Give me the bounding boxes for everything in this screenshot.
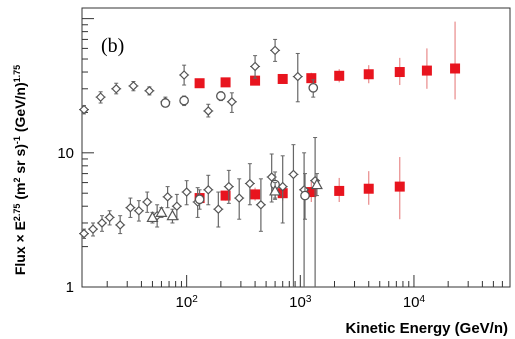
data-point-circle: [160, 98, 171, 108]
data-point-triangle: [310, 178, 323, 190]
x-tick-label: 104: [403, 294, 426, 312]
data-point-square: [363, 183, 374, 194]
x-axis-label: Kinetic Energy (GeV/n): [345, 320, 508, 337]
series-2: [79, 38, 321, 287]
data-point-triangle: [146, 211, 159, 223]
data-point-circle: [194, 194, 205, 205]
plot-frame: [81, 7, 511, 288]
data-point-square: [306, 73, 317, 84]
data-point-diamond: [79, 228, 89, 239]
data-point-diamond: [125, 202, 136, 213]
data-point-diamond: [203, 184, 214, 195]
data-point-square: [194, 78, 205, 89]
data-point-diamond: [203, 106, 214, 116]
data-point-diamond: [134, 205, 144, 216]
data-point-circle: [216, 91, 226, 101]
data-point-diamond: [250, 61, 260, 72]
ylabel-exp4: 1.75: [12, 65, 22, 83]
ylabel-main: Flux × E: [12, 221, 28, 275]
ylabel-exp1: 2.75: [12, 204, 22, 222]
data-point-diamond: [142, 197, 153, 207]
x-tick-base: 10: [289, 294, 306, 311]
data-point-diamond: [111, 83, 122, 94]
y-tick-label: 1: [66, 279, 74, 296]
data-layer: [79, 21, 461, 287]
axes-layer: [81, 7, 511, 288]
data-point-square: [306, 187, 317, 198]
data-point-diamond: [144, 85, 155, 96]
data-point-square: [334, 185, 345, 196]
data-point-diamond: [256, 199, 266, 210]
data-point-diamond: [266, 172, 277, 182]
data-point-diamond: [181, 187, 192, 197]
data-point-square: [250, 189, 261, 200]
data-point-diamond: [234, 193, 245, 203]
data-point-diamond: [179, 70, 189, 80]
ylabel-mid: (m: [12, 183, 28, 204]
ylabel-exp3: -1: [12, 136, 22, 144]
x-tick-label: 102: [176, 294, 199, 312]
x-tick-base: 10: [176, 294, 193, 311]
series-0: [194, 21, 461, 100]
data-point-diamond: [270, 45, 280, 56]
data-point-diamond: [172, 201, 182, 212]
ylabel-end: (GeV/n): [12, 82, 28, 136]
data-point-triangle: [155, 206, 168, 217]
data-point-circle: [308, 82, 319, 93]
data-point-diamond: [213, 204, 224, 215]
x-tick-exp: 4: [420, 294, 426, 305]
data-point-diamond: [227, 96, 237, 107]
data-point-square: [363, 69, 374, 80]
x-tick-base: 10: [403, 294, 420, 311]
series-3: [160, 79, 319, 220]
x-tick-exp: 2: [192, 294, 198, 305]
data-point-diamond: [288, 169, 299, 180]
data-point-square: [421, 65, 432, 76]
data-point-diamond: [97, 218, 107, 228]
data-point-square: [450, 63, 461, 74]
data-point-triangle: [269, 184, 282, 196]
data-point-diamond: [79, 104, 89, 115]
data-point-circle: [300, 190, 310, 201]
data-point-square: [334, 70, 345, 81]
data-point-diamond: [292, 71, 303, 82]
x-tick-exp: 3: [306, 294, 312, 305]
ylabel-exp2: 2: [12, 178, 22, 183]
data-point-square: [220, 190, 231, 201]
data-point-diamond: [277, 181, 288, 192]
data-point-square: [394, 67, 405, 78]
ylabel-mid2: sr s): [12, 144, 28, 177]
series-4: [146, 173, 323, 224]
data-point-square: [277, 73, 288, 84]
data-point-diamond: [223, 181, 234, 192]
data-point-diamond: [162, 191, 173, 202]
y-tick-label: 10: [57, 145, 74, 162]
y-axis-label: Flux × E2.75 (m2 sr s)-1 (GeV/n)1.75: [12, 65, 28, 275]
data-point-diamond: [245, 178, 255, 189]
data-point-diamond: [88, 224, 98, 234]
data-point-square: [394, 181, 405, 192]
x-tick-label: 103: [289, 294, 312, 312]
data-point-circle: [179, 95, 189, 106]
data-point-diamond: [115, 220, 126, 230]
data-point-square: [250, 75, 261, 86]
data-point-diamond: [128, 81, 139, 91]
data-point-diamond: [95, 92, 106, 102]
data-point-diamond: [104, 212, 115, 223]
series-1: [194, 157, 405, 220]
data-point-square: [220, 77, 231, 88]
panel-label: (b): [101, 35, 124, 57]
data-point-triangle: [166, 209, 179, 221]
